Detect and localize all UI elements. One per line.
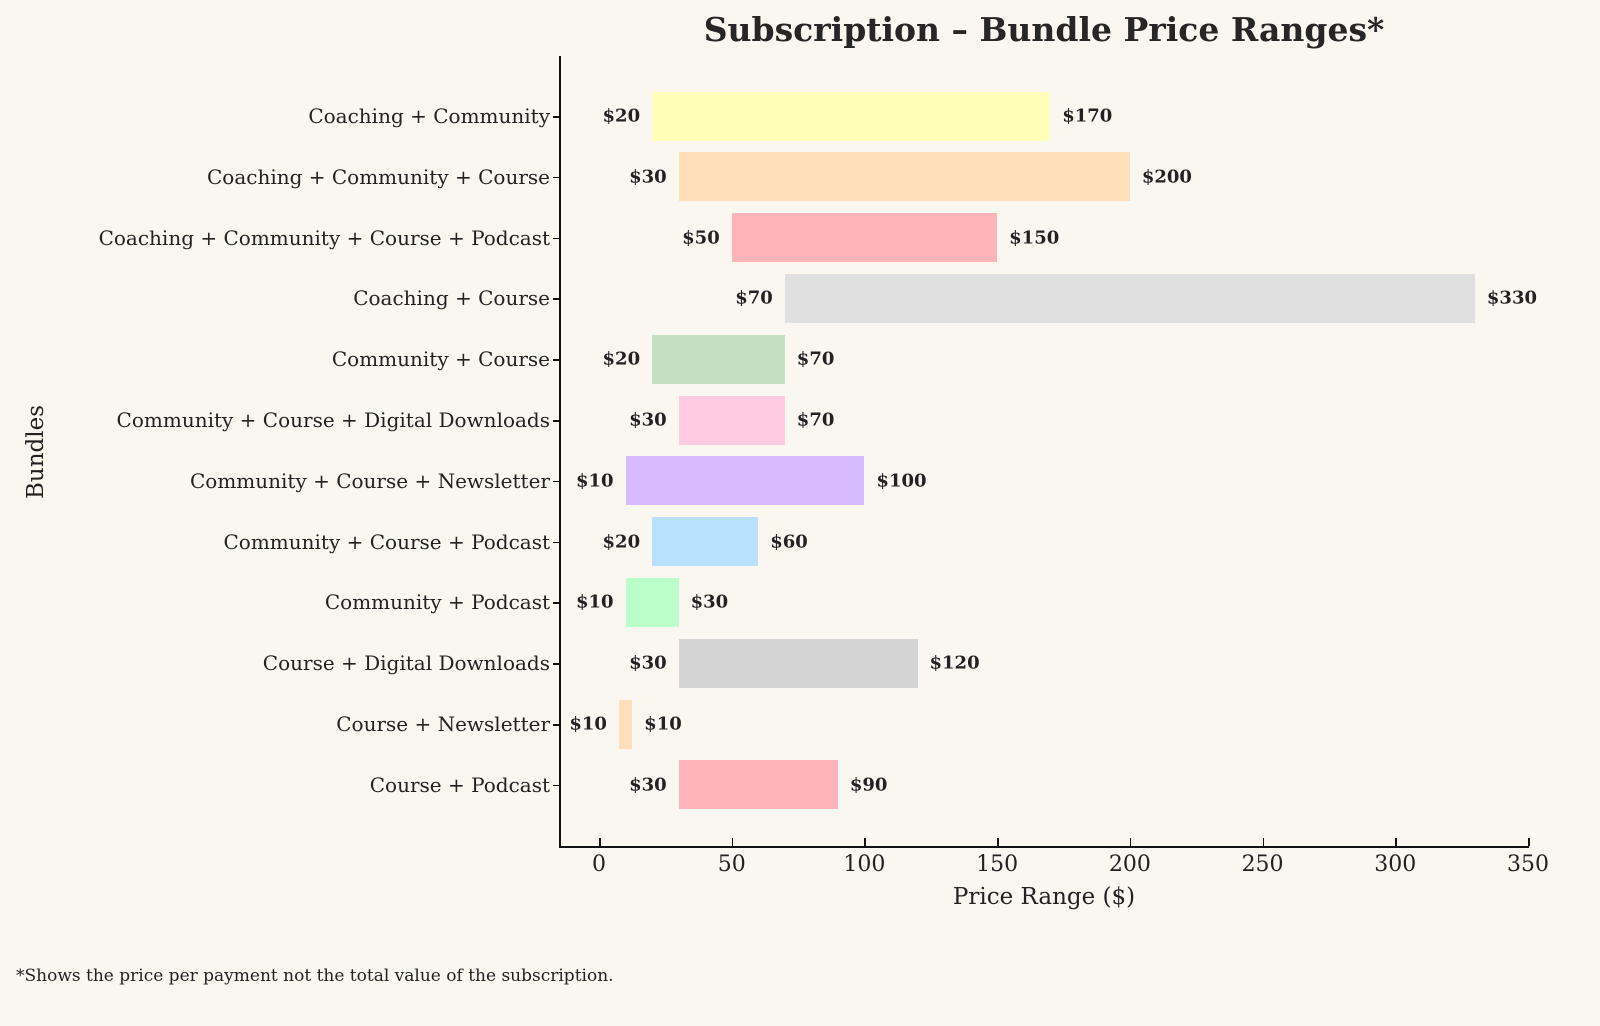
- min-price-label: $20: [602, 105, 641, 127]
- max-price-label: $30: [690, 591, 729, 613]
- max-price-label: $60: [770, 531, 808, 553]
- x-tick: [1395, 838, 1397, 846]
- x-tick-label: 350: [1507, 852, 1549, 877]
- x-tick-label: 50: [717, 852, 746, 877]
- min-price-label: $50: [682, 227, 720, 249]
- category-label: Coaching + Community: [308, 104, 550, 128]
- y-tick: [553, 116, 560, 118]
- max-price-label: $10: [644, 713, 682, 735]
- category-label: Course + Digital Downloads: [262, 651, 550, 676]
- y-tick: [553, 176, 560, 179]
- x-tick: [1528, 838, 1530, 846]
- x-tick: [997, 838, 999, 846]
- category-label: Coaching + Course: [353, 286, 550, 311]
- y-tick: [553, 784, 560, 787]
- min-price-label: $30: [629, 652, 667, 674]
- x-tick-label: 200: [1108, 852, 1151, 877]
- y-axis-line: [559, 56, 561, 848]
- x-tick-label: 150: [976, 852, 1019, 877]
- y-tick: [553, 663, 560, 665]
- max-price-label: $100: [876, 470, 927, 492]
- max-price-label: $200: [1141, 166, 1192, 188]
- category-label: Coaching + Community + Course + Podcast: [98, 225, 550, 250]
- max-price-label: $70: [796, 348, 835, 370]
- category-label: Course + Podcast: [369, 772, 550, 797]
- y-axis-label: Bundles: [23, 404, 49, 500]
- category-label: Community + Course + Newsletter: [189, 468, 550, 493]
- min-price-label: $20: [602, 348, 641, 370]
- x-tick-label: 250: [1241, 852, 1284, 877]
- x-tick-label: 0: [592, 852, 606, 877]
- max-price-label: $330: [1486, 287, 1538, 309]
- chart-title: Subscription – Bundle Price Ranges*: [703, 10, 1385, 49]
- x-axis-label: Price Range ($): [952, 884, 1136, 910]
- y-tick: [553, 724, 560, 726]
- range-bar: [625, 577, 679, 627]
- range-bar: [784, 273, 1475, 323]
- x-tick: [1129, 838, 1132, 846]
- category-label: Community + Podcast: [324, 590, 550, 615]
- max-price-label: $120: [929, 652, 980, 674]
- x-tick-label: 300: [1374, 852, 1417, 877]
- category-label: Coaching + Community + Course: [206, 164, 550, 189]
- range-bar: [678, 152, 1130, 202]
- range-bar: [652, 517, 759, 567]
- y-tick: [553, 237, 560, 240]
- range-bar: [625, 456, 865, 506]
- range-bar: [731, 213, 998, 263]
- x-tick: [864, 838, 866, 846]
- max-price-label: $70: [796, 409, 835, 431]
- footnote: *Shows the price per payment not the tot…: [16, 966, 614, 986]
- x-tick: [1262, 838, 1265, 846]
- y-tick: [553, 602, 560, 604]
- min-price-label: $70: [735, 287, 773, 309]
- y-tick: [553, 541, 560, 544]
- category-label: Course + Newsletter: [336, 712, 550, 736]
- min-price-label: $30: [629, 774, 667, 796]
- category-label: Community + Course + Digital Downloads: [116, 408, 550, 432]
- max-price-label: $90: [849, 774, 888, 796]
- category-label: Community + Course: [331, 347, 550, 372]
- x-tick-label: 100: [843, 852, 886, 877]
- range-bar: [678, 638, 918, 688]
- y-tick: [553, 359, 560, 361]
- x-tick: [599, 838, 601, 846]
- x-tick: [731, 838, 734, 846]
- y-tick: [553, 420, 560, 422]
- min-price-label: $10: [575, 470, 614, 492]
- category-label: Community + Course + Podcast: [223, 529, 550, 554]
- range-bar: [652, 91, 1051, 141]
- max-price-label: $150: [1009, 227, 1060, 249]
- y-tick: [553, 298, 560, 300]
- min-price-label: $20: [602, 531, 641, 553]
- range-bar: [678, 760, 838, 810]
- range-bar: [678, 395, 785, 445]
- x-axis-line: [559, 846, 1529, 848]
- min-price-label: $30: [629, 409, 667, 431]
- min-price-label: $30: [629, 166, 667, 188]
- min-price-label: $10: [569, 713, 607, 735]
- range-bar: [652, 334, 785, 384]
- range-bar: [618, 699, 633, 749]
- min-price-label: $10: [575, 591, 614, 613]
- max-price-label: $170: [1062, 105, 1113, 127]
- y-tick: [553, 480, 560, 483]
